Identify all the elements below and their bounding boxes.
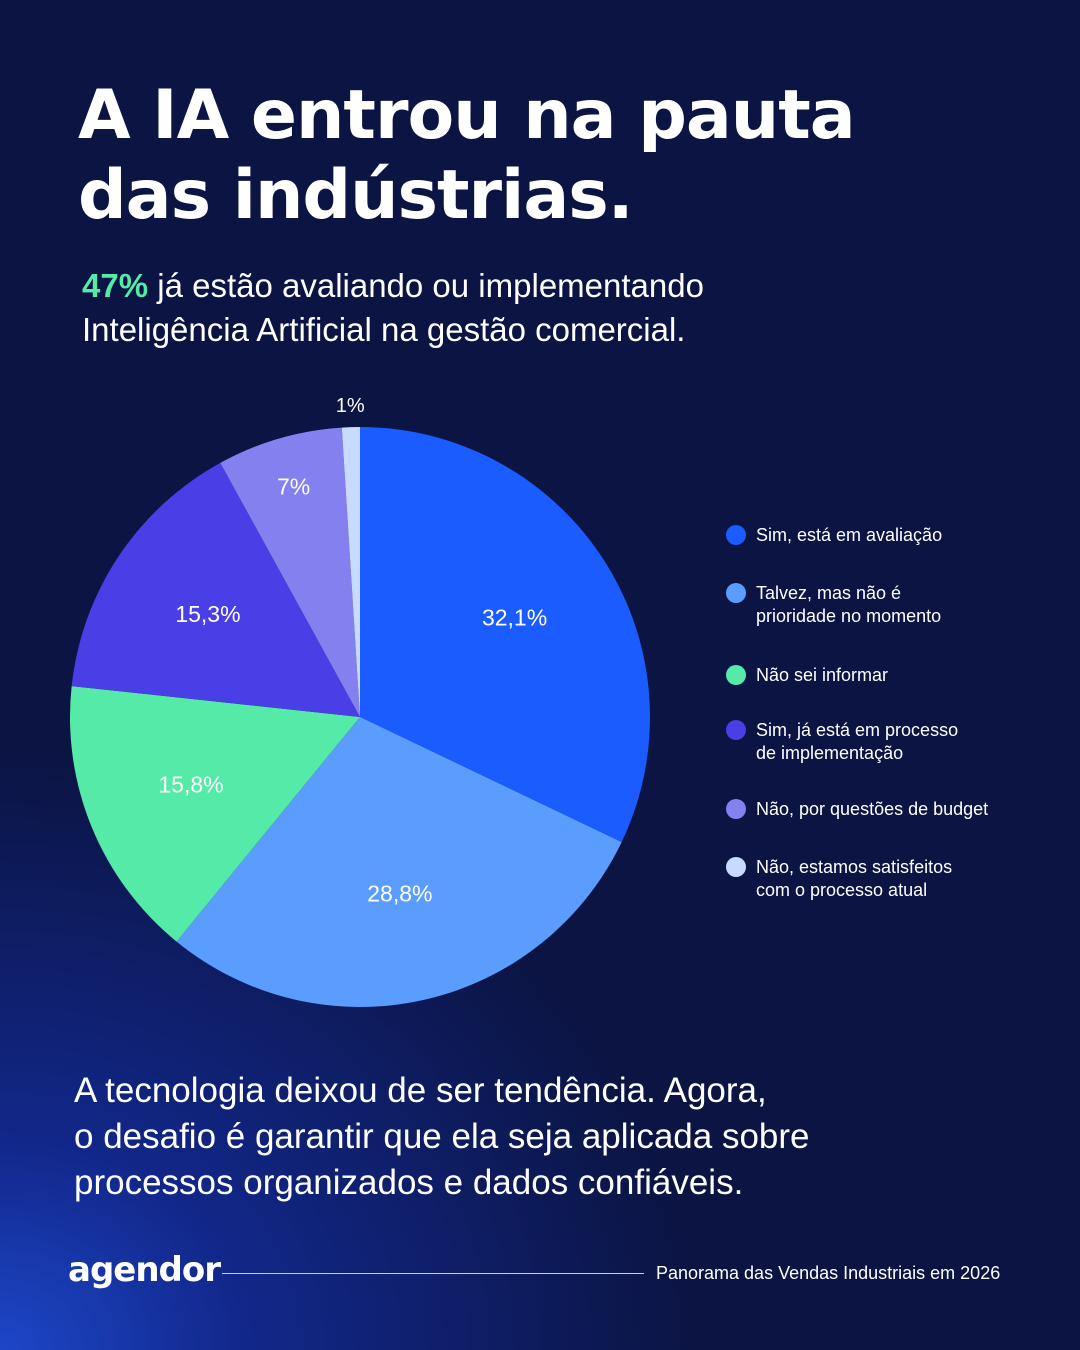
legend-label: Talvez, mas não é prioridade no momento: [756, 583, 942, 626]
value-label: 15,8%: [158, 771, 223, 797]
pie-slice: [70, 686, 361, 942]
value-label: 15,3%: [175, 601, 240, 627]
subtitle: 47% já estão avaliando ou implementando …: [82, 264, 704, 352]
legend-label: Não, estamos satisfeitos com o processo …: [756, 857, 953, 900]
legend-item: Talvez, mas não é prioridade no momento: [726, 582, 941, 628]
body-line: processos organizados e dados confiáveis…: [74, 1163, 744, 1202]
subtitle-line: 47% já estão avaliando ou implementando: [82, 264, 704, 308]
logo: agendor: [68, 1250, 221, 1290]
legend-item: Sim, já está em processo de implementaçã…: [726, 719, 958, 765]
pie-chart: 32,1% 28,8% 15,8% 15,3% 7% 1%: [70, 395, 650, 1007]
legend-swatch: [726, 799, 746, 819]
subtitle-text: já estão avaliando ou implementando: [157, 267, 704, 304]
value-label: 32,1%: [482, 605, 547, 631]
value-label: 28,8%: [367, 880, 432, 906]
highlight: 47%: [82, 267, 149, 304]
pie-slice: [176, 717, 622, 1007]
body-text: A tecnologia deixou de ser tendência. Ag…: [74, 1068, 810, 1206]
legend-swatch: [726, 525, 746, 545]
legend-item: Não, estamos satisfeitos com o processo …: [726, 856, 952, 902]
pie-slice: [341, 427, 360, 717]
legend-label: Não sei informar: [756, 665, 889, 685]
footer-rule: [222, 1273, 644, 1274]
footer-note: Panorama das Vendas Industriais em 2026: [656, 1263, 1001, 1283]
title-line: das indústrias.: [78, 156, 634, 235]
legend-item: Não, por questões de budget: [726, 798, 988, 821]
legend-item: Não sei informar: [726, 664, 888, 687]
legend-label: Sim, está em avaliação: [756, 525, 943, 545]
legend-swatch: [726, 665, 746, 685]
subtitle-line: Inteligência Artificial na gestão comerc…: [82, 311, 686, 348]
pie-slice: [360, 427, 650, 843]
body-line: A tecnologia deixou de ser tendência. Ag…: [74, 1071, 767, 1110]
body-line: o desafio é garantir que ela seja aplica…: [74, 1117, 810, 1156]
value-label: 1%: [336, 395, 365, 417]
pie-slice: [71, 462, 360, 717]
pie-slice: [220, 427, 360, 717]
legend-swatch: [726, 857, 746, 877]
title: A IA entrou na pauta das indústrias.: [78, 76, 856, 236]
legend-label: Sim, já está em processo de implementaçã…: [756, 720, 959, 763]
value-label: 7%: [277, 474, 310, 500]
legend-swatch: [726, 720, 746, 740]
title-line: A IA entrou na pauta: [78, 76, 856, 155]
legend-item: Sim, está em avaliação: [726, 524, 942, 547]
legend-swatch: [726, 583, 746, 603]
legend-label: Não, por questões de budget: [756, 799, 989, 819]
